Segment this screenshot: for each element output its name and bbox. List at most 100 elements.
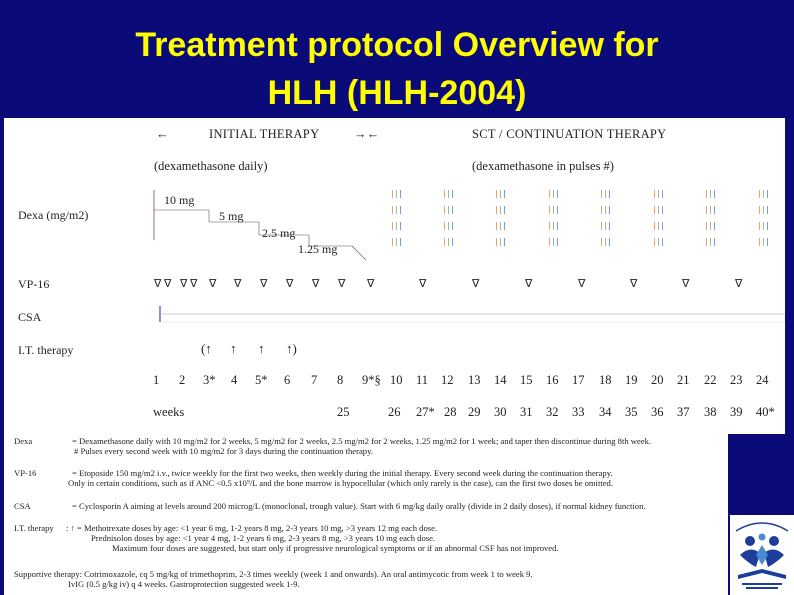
week-number: 23 bbox=[730, 373, 743, 387]
week-number: 2 bbox=[179, 373, 186, 387]
week-number: 4 bbox=[231, 373, 238, 387]
dexa-pulse-dash bbox=[601, 206, 602, 214]
week-number: 25 bbox=[337, 405, 350, 419]
note-vp16: = Etoposide 150 mg/m2 i.v., twice weekly… bbox=[72, 468, 613, 478]
protocol-chart: ← INITIAL THERAPY →← SCT / CONTINUATION … bbox=[4, 118, 785, 434]
week-number: 40* bbox=[756, 405, 775, 419]
dexa-pulse-dash bbox=[496, 190, 497, 198]
dexa-pulse-dash bbox=[605, 222, 606, 230]
week-number: 19 bbox=[625, 373, 638, 387]
dexa-pulse-dash bbox=[496, 222, 497, 230]
dexa-pulse-dash bbox=[654, 238, 655, 246]
week-number: 7 bbox=[311, 373, 318, 387]
dexa-pulse-dash bbox=[553, 238, 554, 246]
dexa-pulse-dash bbox=[452, 190, 453, 198]
dexa-pulse-dash bbox=[601, 190, 602, 198]
dexa-pulse-dash bbox=[662, 222, 663, 230]
dexa-pulse-dash bbox=[557, 238, 558, 246]
week-number: 17 bbox=[572, 373, 585, 387]
dexa-pulse-dash bbox=[654, 206, 655, 214]
dexa-pulse-dash bbox=[662, 238, 663, 246]
week-number: 39 bbox=[730, 405, 743, 419]
dexa-pulse-dash bbox=[609, 238, 610, 246]
dexa-pulse-dash bbox=[557, 190, 558, 198]
note-label-csa: CSA bbox=[14, 501, 31, 511]
vp16-dose-triangle: ∇ bbox=[735, 278, 743, 290]
slide-title-line-1: Treatment protocol Overview for bbox=[135, 26, 659, 64]
dexa-pulse-dash bbox=[759, 190, 760, 198]
dexa-pulse-dash bbox=[448, 206, 449, 214]
dexa-pulse-dash bbox=[504, 222, 505, 230]
dexa-pulse-dash bbox=[444, 238, 445, 246]
week-number: 21 bbox=[677, 373, 690, 387]
week-number: 3* bbox=[203, 373, 216, 387]
dexa-pulse-dash bbox=[714, 238, 715, 246]
week-number: 9*§ bbox=[362, 373, 381, 387]
dexa-pulse-dash bbox=[400, 238, 401, 246]
row-label-csa: CSA bbox=[18, 310, 42, 324]
dexa-pulse-dash bbox=[662, 190, 663, 198]
dexa-pulse-dash bbox=[444, 206, 445, 214]
dexa-pulse-dash bbox=[549, 222, 550, 230]
sct-therapy-header: SCT / CONTINUATION THERAPY bbox=[472, 127, 667, 141]
row-label-dexa: Dexa (mg/m2) bbox=[18, 208, 89, 222]
week-number: 38 bbox=[704, 405, 717, 419]
dexa-pulse-dash bbox=[504, 190, 505, 198]
initial-therapy-header: INITIAL THERAPY bbox=[209, 127, 320, 141]
vp16-dose-triangle: ∇ bbox=[234, 278, 242, 290]
vp16-dose-triangle: ∇ bbox=[190, 278, 198, 290]
dexa-pulse-dash bbox=[396, 190, 397, 198]
dexa-pulse-dash bbox=[609, 222, 610, 230]
protocol-notes: Dexa = Dexamethasone daily with 10 mg/m2… bbox=[4, 434, 728, 595]
dexa-pulse-dash bbox=[392, 222, 393, 230]
vp16-dose-triangle: ∇ bbox=[180, 278, 188, 290]
note-it-maximum: Maximum four doses are suggested, but st… bbox=[112, 543, 559, 553]
dexa-pulse-dash bbox=[767, 190, 768, 198]
note-it-methotrexate: : ↑ = Methotrexate doses by age: <1 year… bbox=[66, 523, 438, 533]
week-number: 16 bbox=[546, 373, 559, 387]
week-number: 33 bbox=[572, 405, 585, 419]
dexa-pulse-dash bbox=[396, 206, 397, 214]
dexa-pulse-dash bbox=[557, 222, 558, 230]
dexa-pulse-dash bbox=[767, 238, 768, 246]
week-number: 24 bbox=[756, 373, 769, 387]
dexa-pulse-dash bbox=[605, 238, 606, 246]
vp16-dose-triangle: ∇ bbox=[419, 278, 427, 290]
it-dose-arrow: ↑ bbox=[230, 341, 237, 356]
dexa-pulse-dash bbox=[658, 206, 659, 214]
dexa-pulse-dash bbox=[496, 206, 497, 214]
note-dexa: = Dexamethasone daily with 10 mg/m2 for … bbox=[72, 436, 652, 446]
dexa-pulse-dash bbox=[553, 206, 554, 214]
dexa-pulse-dash bbox=[759, 238, 760, 246]
dexa-pulse-dash bbox=[763, 222, 764, 230]
week-number: 15 bbox=[520, 373, 533, 387]
week-number: 30 bbox=[494, 405, 507, 419]
dexa-pulse-dash bbox=[448, 190, 449, 198]
dexa-pulse-dash bbox=[710, 222, 711, 230]
dexa-pulse-dash bbox=[763, 190, 764, 198]
week-number: 8 bbox=[337, 373, 344, 387]
week-number: 28 bbox=[444, 405, 457, 419]
dexa-pulse-dash bbox=[706, 190, 707, 198]
dexa-pulse-dash bbox=[710, 190, 711, 198]
note-it-prednisolon: Prednisolon doses by age: <1 year 4 mg, … bbox=[91, 533, 436, 543]
dose-step-label: 1.25 mg bbox=[298, 242, 338, 256]
week-number: 10 bbox=[390, 373, 403, 387]
dexa-pulse-dash bbox=[553, 222, 554, 230]
phase-divider-arrows: →← bbox=[354, 127, 380, 141]
note-label-dexa: Dexa bbox=[14, 436, 33, 446]
dexa-pulse-dash bbox=[710, 238, 711, 246]
dexa-pulse-dash bbox=[605, 190, 606, 198]
row-label-vp16: VP-16 bbox=[18, 277, 50, 291]
dexa-pulse-dash bbox=[609, 190, 610, 198]
dexa-pulse-dash bbox=[444, 190, 445, 198]
note-label-vp16: VP-16 bbox=[14, 468, 37, 478]
week-number: 20 bbox=[651, 373, 664, 387]
week-number: 27* bbox=[416, 405, 435, 419]
dose-step-label: 10 mg bbox=[164, 193, 195, 207]
note-dexa-pulses: # Pulses every second week with 10 mg/m2… bbox=[74, 446, 373, 456]
dexa-pulse-dash bbox=[396, 222, 397, 230]
dexa-pulse-dash bbox=[452, 238, 453, 246]
dexa-pulse-dash bbox=[500, 238, 501, 246]
it-dose-arrow: (↑ bbox=[201, 341, 212, 356]
